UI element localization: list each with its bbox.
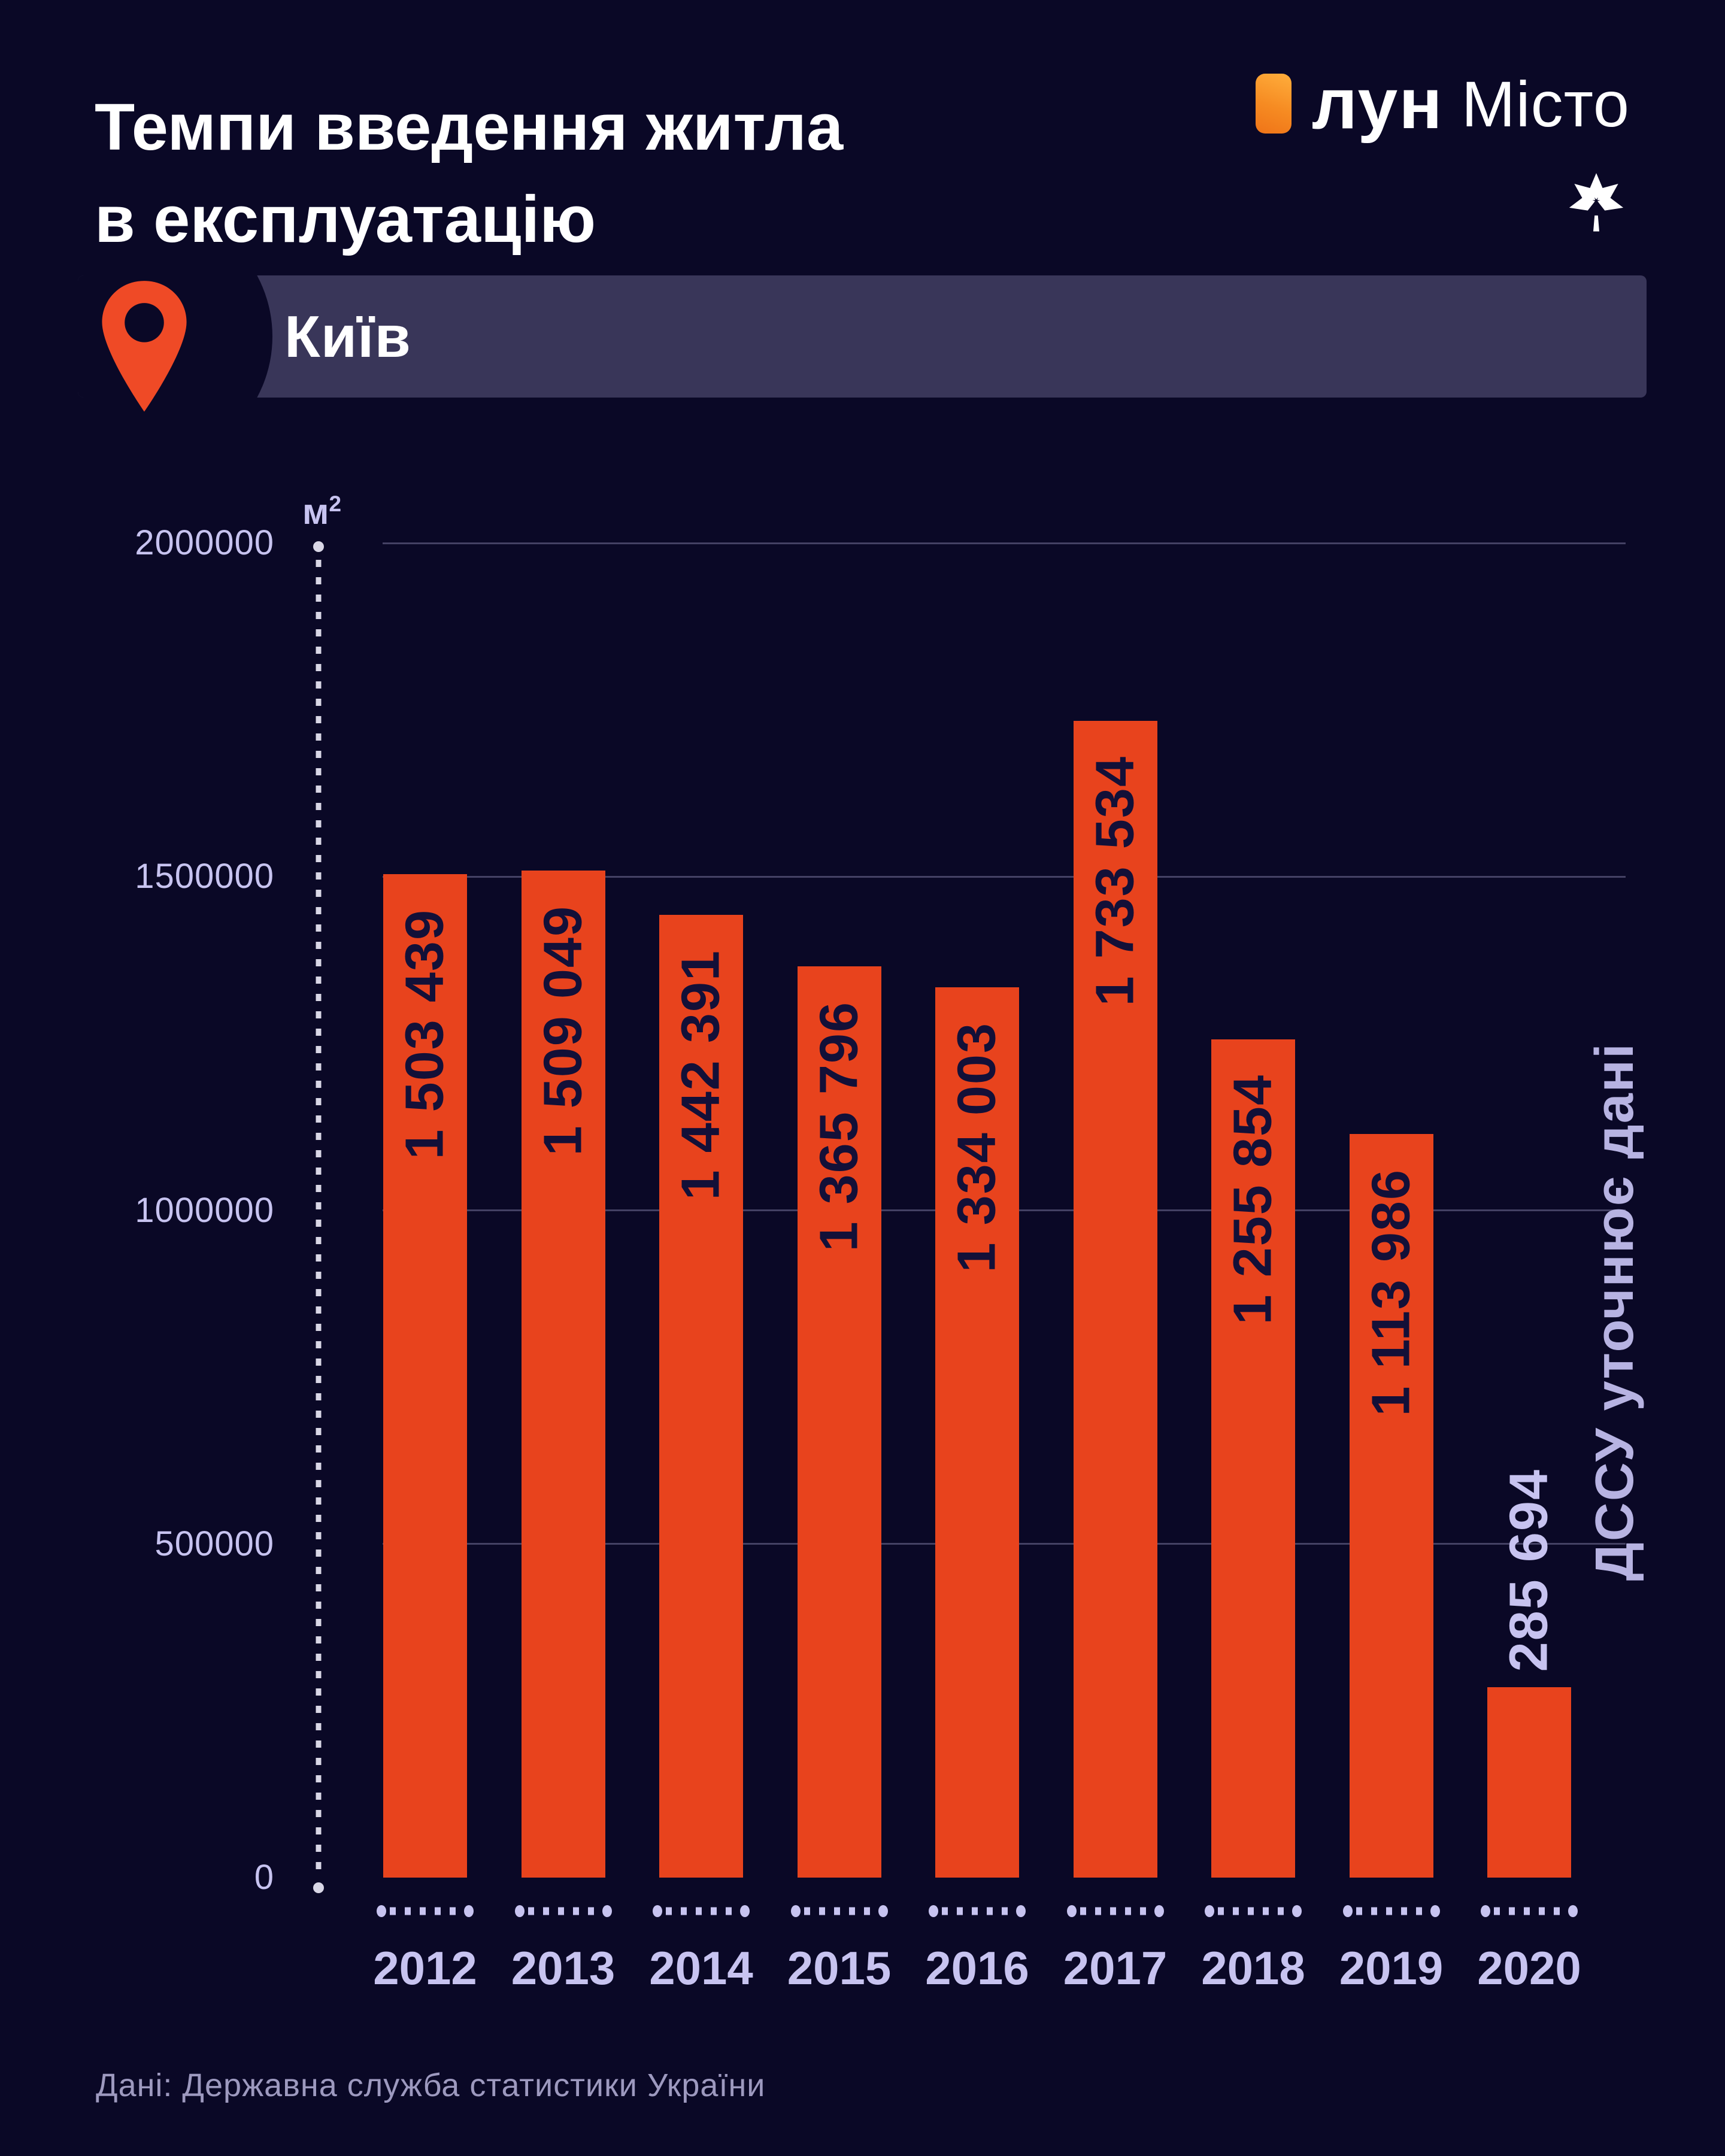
bar-value-label: 1 509 049: [533, 905, 593, 1156]
y-axis-tick-label: 1500000: [135, 857, 274, 896]
bar-2020: 285 694: [1487, 1469, 1571, 1878]
bar-value-label: 1 365 796: [809, 1001, 869, 1252]
source-note: Дані: Державна служба статистики України: [96, 2067, 766, 2103]
y-axis-unit-label: м2: [302, 491, 342, 532]
annotation-dssu: ДССУ уточнює дані: [1585, 1042, 1645, 1581]
y-axis-tick-label: 500000: [154, 1524, 274, 1563]
x-axis-dotted-tick: [1066, 1904, 1165, 1918]
x-axis-year-label: 2019: [1339, 1942, 1444, 1994]
x-axis-dotted-tick: [1203, 1904, 1303, 1918]
location-banner: Київ: [78, 275, 1647, 398]
lun-logo-mark-icon: [1255, 74, 1292, 134]
x-axis-year-label: 2018: [1201, 1942, 1305, 1994]
bar-2014: 1 442 391: [659, 915, 743, 1878]
bar-value-label: 1 733 534: [1085, 756, 1145, 1006]
x-axis-dotted-tick: [375, 1904, 475, 1918]
bar-2019: 1 113 986: [1349, 1134, 1433, 1878]
x-axis-year-label: 2013: [511, 1942, 616, 1994]
bar-2015: 1 365 796: [797, 966, 881, 1878]
x-axis-dotted-tick: [1342, 1904, 1441, 1918]
page-title-line2: в експлуатацію: [95, 182, 596, 256]
lun-logo-text: лун: [1311, 63, 1444, 144]
x-axis-year-label: 2015: [787, 1942, 892, 1994]
location-pin-icon: [102, 281, 187, 412]
page-title-line1: Темпи введення житла: [95, 90, 844, 164]
x-axis-year-label: 2016: [925, 1942, 1029, 1994]
x-axis-dotted-tick: [790, 1904, 889, 1918]
y-axis-dotted-line: [313, 541, 324, 1893]
y-axis-tick-label: 1000000: [135, 1190, 274, 1230]
lun-misto-logo: лун Місто: [1255, 62, 1630, 145]
x-axis-year-label: 2020: [1477, 1942, 1581, 1994]
x-axis-dotted-tick: [1480, 1904, 1579, 1918]
bar-value-label: 1 503 439: [395, 909, 455, 1160]
bar-value-label: 1 334 003: [947, 1022, 1007, 1273]
x-axis-dotted-tick: [927, 1904, 1027, 1918]
bar-value-label: 285 694: [1499, 1468, 1559, 1672]
gridline: [383, 875, 1626, 878]
bar-value-label: 1 255 854: [1223, 1074, 1283, 1325]
x-axis-dotted-tick: [514, 1904, 613, 1918]
x-axis-year-label: 2014: [649, 1942, 753, 1994]
bar-value-label: 1 113 986: [1361, 1169, 1421, 1417]
misto-logo-text: Місто: [1461, 67, 1630, 140]
gridline: [383, 542, 1626, 544]
chestnut-leaf-icon: [1569, 173, 1624, 232]
bar-2016: 1 334 003: [935, 987, 1019, 1878]
bar-2018: 1 255 854: [1211, 1039, 1295, 1878]
bar-2013: 1 509 049: [521, 871, 605, 1878]
bar-2017: 1 733 534: [1073, 721, 1157, 1878]
y-axis-tick-label: 0: [254, 1858, 274, 1897]
page-title: Темпи введення житла в експлуатацію: [95, 81, 843, 266]
x-axis-year-label: 2017: [1063, 1942, 1168, 1994]
x-axis-dotted-tick: [651, 1904, 751, 1918]
y-axis-tick-label: 2000000: [135, 523, 274, 562]
bar-2012: 1 503 439: [383, 874, 467, 1878]
x-axis-year-label: 2012: [373, 1942, 477, 1994]
bar-value-label: 1 442 391: [671, 950, 731, 1200]
location-name: Київ: [284, 304, 411, 369]
